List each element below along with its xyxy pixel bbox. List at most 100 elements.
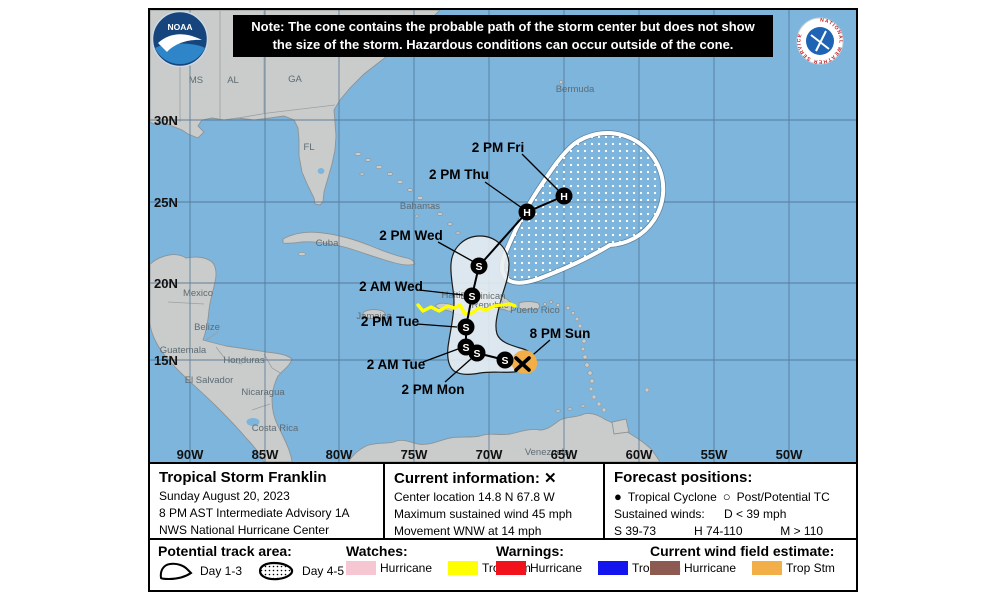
track-point: S xyxy=(457,318,475,336)
warnings-title: Warnings: xyxy=(496,543,564,559)
svg-text:S: S xyxy=(473,348,480,360)
track-point: S xyxy=(470,257,488,275)
wind-categories-row: S 39-73 mph H 74-110 mph M > 110 mph xyxy=(614,523,847,538)
land-trinidad xyxy=(611,418,630,435)
post-potential-circle-icon: ○ xyxy=(722,489,731,504)
svg-text:S: S xyxy=(475,261,482,273)
land-us xyxy=(150,10,441,206)
lon-75w: 75W xyxy=(401,447,428,462)
map-area: MS AL GA FL Bermuda Bahamas Cuba Mexico … xyxy=(150,10,856,462)
watches-title: Watches: xyxy=(346,543,408,559)
label-guatemala: Guatemala xyxy=(160,345,207,356)
tropical-cyclone-dot-icon: ● xyxy=(614,489,622,504)
legend-row: Potential track area: Day 1-3 Day 4-5 xyxy=(150,538,856,590)
day13-cone-icon xyxy=(159,562,193,581)
track-point: H xyxy=(518,203,536,221)
place-labels: MS AL GA FL Bermuda Bahamas Cuba Mexico … xyxy=(160,74,595,458)
track-point: S xyxy=(463,287,481,305)
track-label-tue-am: 2 AM Tue xyxy=(367,357,426,372)
svg-text:S: S xyxy=(462,342,469,354)
lat-20n: 20N xyxy=(154,276,178,291)
legend-track-area: Potential track area: Day 1-3 Day 4-5 xyxy=(158,543,344,581)
max-wind: Maximum sustained wind 45 mph xyxy=(394,507,573,522)
label-mexico: Mexico xyxy=(183,288,213,299)
lon-85w: 85W xyxy=(252,447,279,462)
lon-70w: 70W xyxy=(476,447,503,462)
track-point: S xyxy=(457,338,475,356)
track-label-wed-pm: 2 PM Wed xyxy=(379,228,443,243)
tropical-cyclone-label: Tropical Cyclone xyxy=(627,489,717,504)
lat-15n: 15N xyxy=(154,353,178,368)
note-line-2: the size of the storm. Hazardous conditi… xyxy=(272,37,734,53)
nws-logo: NATIONAL WEATHER SERVICE xyxy=(796,17,844,65)
noaa-logo: NOAA xyxy=(151,10,209,68)
label-el-salvador: El Salvador xyxy=(185,375,234,386)
label-haiti: Haiti xyxy=(441,290,460,301)
label-ga: GA xyxy=(288,74,302,85)
svg-text:H: H xyxy=(523,207,531,219)
label-fl: FL xyxy=(303,142,314,153)
wind-category-m: M > 110 mph xyxy=(780,524,824,538)
sustained-winds-row: Sustained winds: D < 39 mph xyxy=(614,506,847,523)
label-nicaragua: Nicaragua xyxy=(241,387,285,398)
label-honduras: Honduras xyxy=(223,355,264,366)
forecast-position-markers: S S S S S S H H xyxy=(457,187,573,369)
land-puerto-rico xyxy=(518,301,540,311)
track-label-sun-pm: 8 PM Sun xyxy=(530,326,591,341)
track-label-thu: 2 PM Thu xyxy=(429,167,489,182)
day45-cone-icon xyxy=(258,561,294,581)
tropstm-warning-swatch xyxy=(598,561,629,575)
label-costa-rica: Costa Rica xyxy=(252,423,299,434)
cone-day45 xyxy=(499,130,666,286)
land-jamaica xyxy=(362,309,386,319)
track-point: H xyxy=(555,187,573,205)
tropstm-wind-field-swatch xyxy=(752,561,783,575)
land-central-america xyxy=(150,254,293,462)
noaa-logo-text: NOAA xyxy=(167,22,192,32)
track-label-fri: 2 PM Fri xyxy=(472,140,525,155)
current-info-title: Current information: ✕ xyxy=(394,470,557,487)
storm-title: Tropical Storm Franklin xyxy=(159,469,327,486)
current-position-symbol: ✕ xyxy=(544,470,557,487)
lon-65w: 65W xyxy=(551,447,578,462)
label-dominican: Dominican xyxy=(461,291,506,302)
forecast-positions-panel: Forecast positions: ● Tropical Cyclone ○… xyxy=(603,464,856,538)
tropstm-wind-field-label: Trop Stm xyxy=(786,561,835,575)
forecast-symbols-row: ● Tropical Cyclone ○ Post/Potential TC xyxy=(614,488,847,506)
lon-80w: 80W xyxy=(326,447,353,462)
advisory-id: 8 PM AST Intermediate Advisory 1A xyxy=(159,506,350,521)
lake-nicaragua xyxy=(246,418,260,426)
legend-wind-field: Current wind field estimate: Hurricane T… xyxy=(650,543,845,575)
track-labels: 2 PM Fri 2 PM Thu 2 PM Wed 2 AM Wed 2 PM… xyxy=(359,140,590,397)
storm-info-panel: Tropical Storm Franklin Sunday August 20… xyxy=(150,464,383,538)
track-label-wed-am: 2 AM Wed xyxy=(359,279,423,294)
day13-label: Day 1-3 xyxy=(200,564,243,578)
label-bahamas: Bahamas xyxy=(400,201,440,212)
label-bermuda: Bermuda xyxy=(556,84,595,95)
label-venezuela: Venezuela xyxy=(525,447,570,458)
axis-labels: 30N 25N 20N 15N 90W 85W 80W 75W 70W 65W … xyxy=(154,113,803,462)
track-label-mon-pm: 2 PM Mon xyxy=(402,382,465,397)
wind-category-d: D < 39 mph xyxy=(724,507,787,522)
center-location: Center location 14.8 N 67.8 W xyxy=(394,490,555,504)
track-label-tue-pm: 2 PM Tue xyxy=(361,314,420,329)
lon-55w: 55W xyxy=(701,447,728,462)
small-islands xyxy=(298,80,650,413)
trop-storm-watch-line xyxy=(416,302,517,316)
legend-warnings: Warnings: Hurricane Trop Stm xyxy=(496,543,691,575)
landmasses xyxy=(150,10,661,462)
label-republic: Republic xyxy=(472,300,509,311)
post-potential-label: Post/Potential TC xyxy=(736,489,830,504)
lon-50w: 50W xyxy=(776,447,803,462)
tropstm-watch-swatch xyxy=(448,561,479,575)
current-info-panel: Current information: ✕ Center location 1… xyxy=(383,464,603,538)
lat-30n: 30N xyxy=(154,113,178,128)
svg-text:H: H xyxy=(560,191,568,203)
lat-25n: 25N xyxy=(154,195,178,210)
wind-category-h: H 74-110 mph xyxy=(694,524,743,538)
hurricane-warning-label: Hurricane xyxy=(530,561,583,575)
current-position-x xyxy=(514,356,531,372)
track-area-title: Potential track area: xyxy=(158,543,292,559)
sustained-winds-label: Sustained winds: xyxy=(614,507,705,522)
note-line-1: Note: The cone contains the probable pat… xyxy=(251,19,755,34)
